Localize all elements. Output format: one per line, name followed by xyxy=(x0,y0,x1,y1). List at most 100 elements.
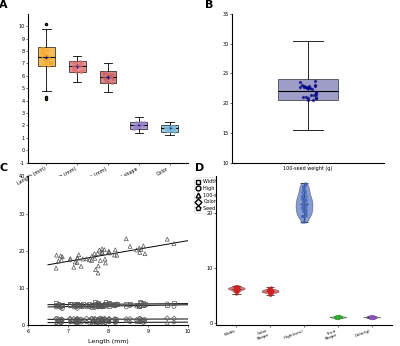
Point xyxy=(232,286,239,291)
Point xyxy=(266,289,272,294)
Point xyxy=(74,304,80,309)
Point xyxy=(98,304,105,310)
Point xyxy=(366,315,373,320)
Point xyxy=(100,70,106,75)
Point xyxy=(296,84,303,89)
Point xyxy=(369,315,375,320)
Point xyxy=(59,254,66,260)
Point xyxy=(77,58,84,64)
Point xyxy=(235,286,242,291)
Point xyxy=(123,236,130,242)
Point xyxy=(67,319,73,325)
Point xyxy=(303,94,309,100)
Point xyxy=(74,302,80,307)
Point xyxy=(83,304,90,310)
Point xyxy=(334,314,340,320)
Point xyxy=(45,55,52,61)
Point xyxy=(368,315,375,320)
Point xyxy=(44,47,50,53)
Point xyxy=(266,287,273,293)
Point xyxy=(97,319,104,325)
Point xyxy=(234,286,241,292)
Point xyxy=(162,125,168,130)
Point xyxy=(112,301,118,306)
Point xyxy=(300,184,307,190)
Point xyxy=(76,252,82,257)
Point xyxy=(367,314,373,320)
Point xyxy=(55,317,62,322)
Point xyxy=(300,183,306,189)
Point xyxy=(367,315,373,320)
Point xyxy=(170,127,176,133)
Point xyxy=(234,287,241,293)
Point xyxy=(59,306,66,311)
Point xyxy=(55,303,62,309)
Point xyxy=(368,314,374,320)
Point xyxy=(233,285,240,290)
Point xyxy=(234,284,241,290)
Point xyxy=(170,126,177,131)
Point xyxy=(231,287,238,292)
Point xyxy=(336,314,342,320)
Point xyxy=(303,181,309,187)
Point xyxy=(334,315,341,320)
Point xyxy=(44,63,51,68)
Point xyxy=(302,210,308,216)
Point xyxy=(106,301,113,307)
Point xyxy=(133,303,140,309)
Point xyxy=(70,264,77,270)
Point xyxy=(335,314,341,319)
Text: D: D xyxy=(195,163,204,173)
Point xyxy=(92,302,99,307)
Point xyxy=(58,253,64,258)
Point xyxy=(266,289,273,295)
Point xyxy=(74,260,80,265)
Point xyxy=(72,69,79,74)
Point xyxy=(136,299,143,305)
Point xyxy=(53,265,59,271)
Point xyxy=(232,283,238,289)
Point xyxy=(301,209,308,215)
Point xyxy=(41,57,48,63)
Point xyxy=(80,318,86,323)
Point xyxy=(334,315,340,320)
Point xyxy=(335,315,341,320)
Point xyxy=(300,213,306,219)
Point xyxy=(130,123,137,129)
Point xyxy=(74,302,80,307)
Point xyxy=(102,320,109,326)
Point xyxy=(99,317,105,322)
Point xyxy=(96,302,103,307)
Point xyxy=(138,301,144,306)
Point xyxy=(334,316,340,321)
Point xyxy=(133,124,139,129)
Point xyxy=(83,316,90,321)
Point xyxy=(333,314,340,320)
Point xyxy=(335,315,341,320)
Point xyxy=(136,316,142,321)
Point xyxy=(367,315,373,320)
Point xyxy=(301,184,307,190)
Point xyxy=(300,202,306,208)
Point xyxy=(268,289,274,294)
Point xyxy=(74,255,81,261)
Point xyxy=(367,315,373,320)
Point xyxy=(313,95,320,101)
Point xyxy=(233,287,240,292)
Point xyxy=(105,80,111,85)
Point xyxy=(53,320,59,326)
Point xyxy=(368,313,375,319)
Point xyxy=(335,315,341,320)
Point xyxy=(58,303,64,308)
Point xyxy=(266,286,272,292)
Point xyxy=(142,317,148,322)
Point xyxy=(268,286,274,292)
Point xyxy=(302,182,308,188)
Point xyxy=(70,319,77,325)
Point xyxy=(80,319,86,325)
Point xyxy=(76,59,83,65)
Point xyxy=(169,125,175,130)
Point xyxy=(133,302,140,307)
Point xyxy=(106,303,112,308)
Point xyxy=(311,92,317,97)
